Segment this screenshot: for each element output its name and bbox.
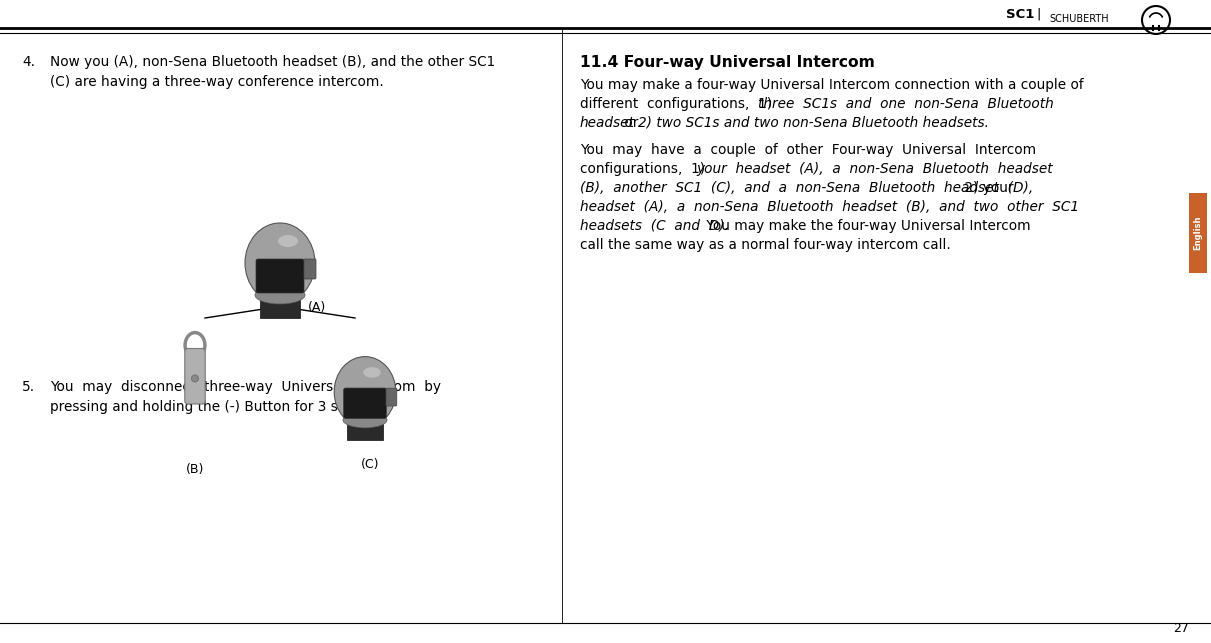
Text: (C) are having a three-way conference intercom.: (C) are having a three-way conference in… bbox=[50, 75, 384, 89]
Text: 4.: 4. bbox=[22, 55, 35, 69]
Text: You  may  have  a  couple  of  other  Four-way  Universal  Intercom: You may have a couple of other Four-way … bbox=[580, 143, 1037, 157]
Text: 2) your: 2) your bbox=[960, 181, 1014, 195]
Text: Now you (A), non-Sena Bluetooth headset (B), and the other SC1: Now you (A), non-Sena Bluetooth headset … bbox=[50, 55, 495, 69]
Text: 5.: 5. bbox=[22, 380, 35, 394]
Text: your  headset  (A),  a  non-Sena  Bluetooth  headset: your headset (A), a non-Sena Bluetooth h… bbox=[696, 161, 1052, 176]
Text: configurations,  1): configurations, 1) bbox=[580, 161, 710, 176]
FancyBboxPatch shape bbox=[1189, 193, 1207, 273]
Text: 2) two SC1s and two non-Sena Bluetooth headsets.: 2) two SC1s and two non-Sena Bluetooth h… bbox=[638, 116, 989, 130]
Ellipse shape bbox=[343, 412, 388, 428]
FancyBboxPatch shape bbox=[185, 349, 205, 404]
Text: |: | bbox=[1035, 8, 1040, 21]
Text: 27: 27 bbox=[1173, 622, 1189, 635]
Ellipse shape bbox=[363, 367, 380, 377]
Ellipse shape bbox=[279, 235, 298, 247]
FancyBboxPatch shape bbox=[260, 293, 300, 318]
Text: headset  (A),  a  non-Sena  Bluetooth  headset  (B),  and  two  other  SC1: headset (A), a non-Sena Bluetooth headse… bbox=[580, 199, 1079, 213]
Text: 11.4 Four-way Universal Intercom: 11.4 Four-way Universal Intercom bbox=[580, 55, 874, 70]
Text: You  may  disconnect  three-way  Universal  Intercom  by: You may disconnect three-way Universal I… bbox=[50, 380, 441, 394]
FancyBboxPatch shape bbox=[304, 259, 316, 279]
Ellipse shape bbox=[256, 286, 305, 304]
Text: different  configurations,  1): different configurations, 1) bbox=[580, 97, 776, 111]
Text: or: or bbox=[620, 116, 643, 130]
Text: (B): (B) bbox=[185, 463, 205, 476]
Text: headsets  (C  and  D).: headsets (C and D). bbox=[580, 219, 729, 233]
FancyBboxPatch shape bbox=[256, 259, 304, 293]
Text: You may make a four-way Universal Intercom connection with a couple of: You may make a four-way Universal Interc… bbox=[580, 78, 1084, 92]
FancyBboxPatch shape bbox=[386, 388, 397, 406]
Text: SCHUBERTH: SCHUBERTH bbox=[1049, 14, 1108, 24]
Circle shape bbox=[191, 375, 199, 382]
Text: You may make the four-way Universal Intercom: You may make the four-way Universal Inte… bbox=[702, 219, 1031, 233]
Text: call the same way as a normal four-way intercom call.: call the same way as a normal four-way i… bbox=[580, 238, 951, 251]
Text: (B),  another  SC1  (C),  and  a  non-Sena  Bluetooth  headset  (D),: (B), another SC1 (C), and a non-Sena Blu… bbox=[580, 181, 1033, 195]
Text: (A): (A) bbox=[308, 301, 326, 314]
FancyBboxPatch shape bbox=[344, 388, 386, 419]
Ellipse shape bbox=[334, 357, 396, 427]
FancyBboxPatch shape bbox=[348, 418, 383, 440]
Text: headset: headset bbox=[580, 116, 635, 130]
Text: pressing and holding the (-) Button for 3 seconds.: pressing and holding the (-) Button for … bbox=[50, 400, 391, 414]
Text: (C): (C) bbox=[361, 458, 379, 471]
Text: three  SC1s  and  one  non-Sena  Bluetooth: three SC1s and one non-Sena Bluetooth bbox=[758, 97, 1054, 111]
Ellipse shape bbox=[245, 223, 315, 303]
Text: SC1: SC1 bbox=[1006, 8, 1034, 21]
Text: English: English bbox=[1194, 216, 1203, 250]
